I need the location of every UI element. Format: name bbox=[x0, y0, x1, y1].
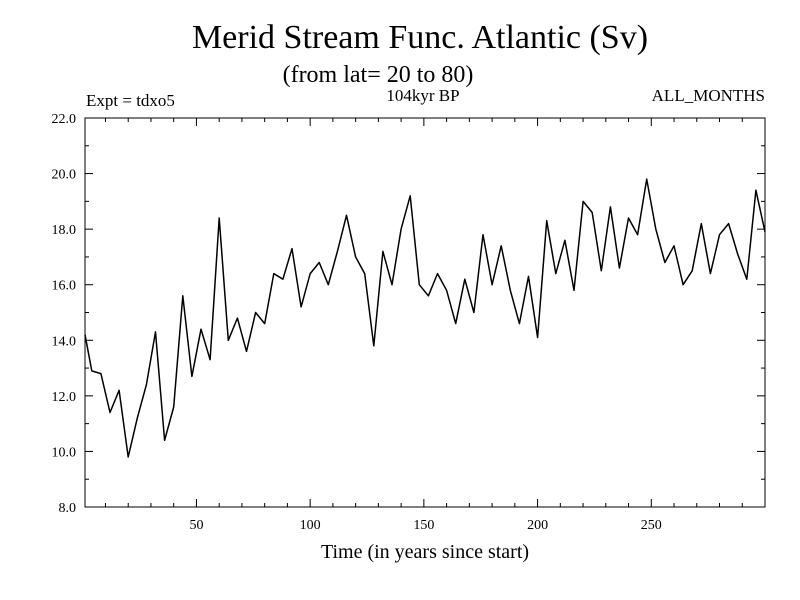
plot-frame bbox=[84, 117, 766, 508]
y-tick-label: 10.0 bbox=[52, 445, 77, 460]
months-label: ALL_MONTHS bbox=[652, 86, 765, 105]
x-tick-label: 200 bbox=[527, 518, 548, 533]
period-label: 104kyr BP bbox=[386, 86, 459, 105]
series-layer bbox=[84, 178, 766, 458]
chart-subtitle: (from lat= 20 to 80) bbox=[283, 62, 474, 88]
x-axis: 50 100 150 200 250 bbox=[104, 118, 743, 533]
y-tick-label: 16.0 bbox=[52, 279, 77, 294]
series-line bbox=[84, 178, 766, 458]
x-axis-label: Time (in years since start) bbox=[321, 541, 529, 563]
x-tick-label: 100 bbox=[300, 518, 321, 533]
experiment-label: Expt = tdxo5 bbox=[86, 91, 175, 110]
y-tick-label: 14.0 bbox=[52, 334, 77, 349]
y-tick-label: 8.0 bbox=[59, 501, 77, 516]
y-axis: 8.0 10.0 12.0 14.0 16.0 18.0 20.0 22.0 bbox=[52, 112, 765, 516]
y-tick-label: 22.0 bbox=[52, 112, 77, 127]
y-tick-label: 20.0 bbox=[52, 168, 77, 183]
y-tick-label: 12.0 bbox=[52, 390, 77, 405]
x-tick-label: 150 bbox=[413, 518, 434, 533]
x-tick-label: 50 bbox=[189, 518, 203, 533]
chart-title: Merid Stream Func. Atlantic (Sv) bbox=[192, 19, 648, 56]
x-tick-label: 250 bbox=[641, 518, 662, 533]
y-tick-label: 18.0 bbox=[52, 223, 77, 238]
